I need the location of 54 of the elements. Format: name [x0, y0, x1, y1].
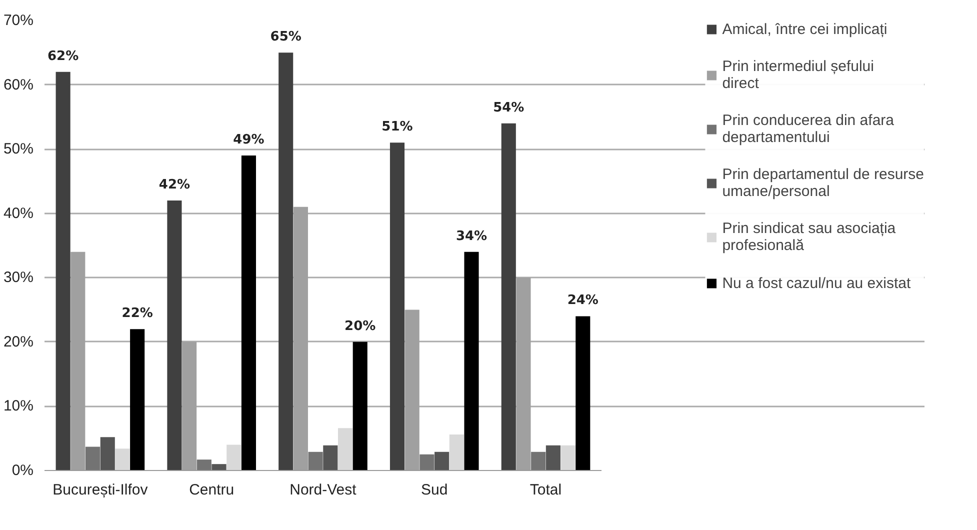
bar — [546, 445, 560, 470]
bar — [196, 460, 212, 470]
x-tick-label: Nord-Vest — [290, 482, 358, 498]
bar — [100, 437, 115, 470]
y-tick-label: 40% — [3, 204, 34, 222]
x-tick-label: Centru — [189, 482, 234, 498]
bar — [420, 454, 434, 470]
bar — [115, 448, 130, 470]
data-label: 65% — [270, 30, 302, 45]
bar — [278, 52, 294, 470]
bar — [531, 452, 546, 470]
y-tick-label: 30% — [3, 269, 34, 286]
legend-label: Prin departamentul de resurse umane/personal — [722, 166, 924, 200]
data-label: 54% — [493, 100, 524, 116]
data-label: 42% — [158, 178, 190, 192]
data-label: 51% — [382, 120, 413, 135]
x-tick-label: Sud — [421, 482, 448, 498]
legend-label: Prin sindicat sau asociația profesională — [722, 220, 896, 254]
y-tick-label: 60% — [3, 76, 34, 94]
y-tick-label: 0% — [12, 462, 34, 479]
bar — [167, 200, 182, 470]
bar — [560, 445, 576, 470]
bar — [449, 434, 464, 470]
legend-label: Nu a fost cazul/nu au existat — [722, 274, 911, 292]
y-tick-label: 50% — [3, 140, 34, 158]
legend-label: Prin conducerea din afara departamentului — [722, 112, 894, 146]
y-tick-label: 10% — [3, 398, 34, 415]
bar — [464, 252, 479, 470]
data-label: 20% — [344, 318, 376, 334]
bar — [352, 342, 368, 470]
bar — [501, 123, 516, 470]
y-tick-label: 20% — [3, 333, 34, 350]
bar — [434, 452, 450, 470]
bar — [323, 445, 338, 470]
legend-label: Prin intermediul șefului direct — [722, 58, 874, 92]
data-label: 24% — [567, 293, 598, 308]
bar — [576, 316, 590, 470]
y-tick-label: 70% — [3, 12, 34, 29]
data-label: 22% — [122, 306, 153, 322]
x-tick-label: Total — [530, 482, 562, 498]
data-label: 62% — [48, 48, 79, 64]
bar — [56, 72, 70, 470]
data-label: 49% — [233, 132, 264, 148]
legend-label: Amical, între cei implicați — [722, 20, 888, 38]
data-label: 34% — [456, 228, 488, 244]
bar — [241, 156, 256, 470]
bar — [130, 329, 145, 470]
bar — [390, 142, 405, 470]
x-tick-label: București-Ilfov — [52, 482, 148, 498]
bar — [85, 446, 100, 470]
bar — [226, 444, 242, 470]
bar — [308, 452, 323, 470]
bar — [338, 428, 353, 470]
bar — [212, 464, 226, 470]
